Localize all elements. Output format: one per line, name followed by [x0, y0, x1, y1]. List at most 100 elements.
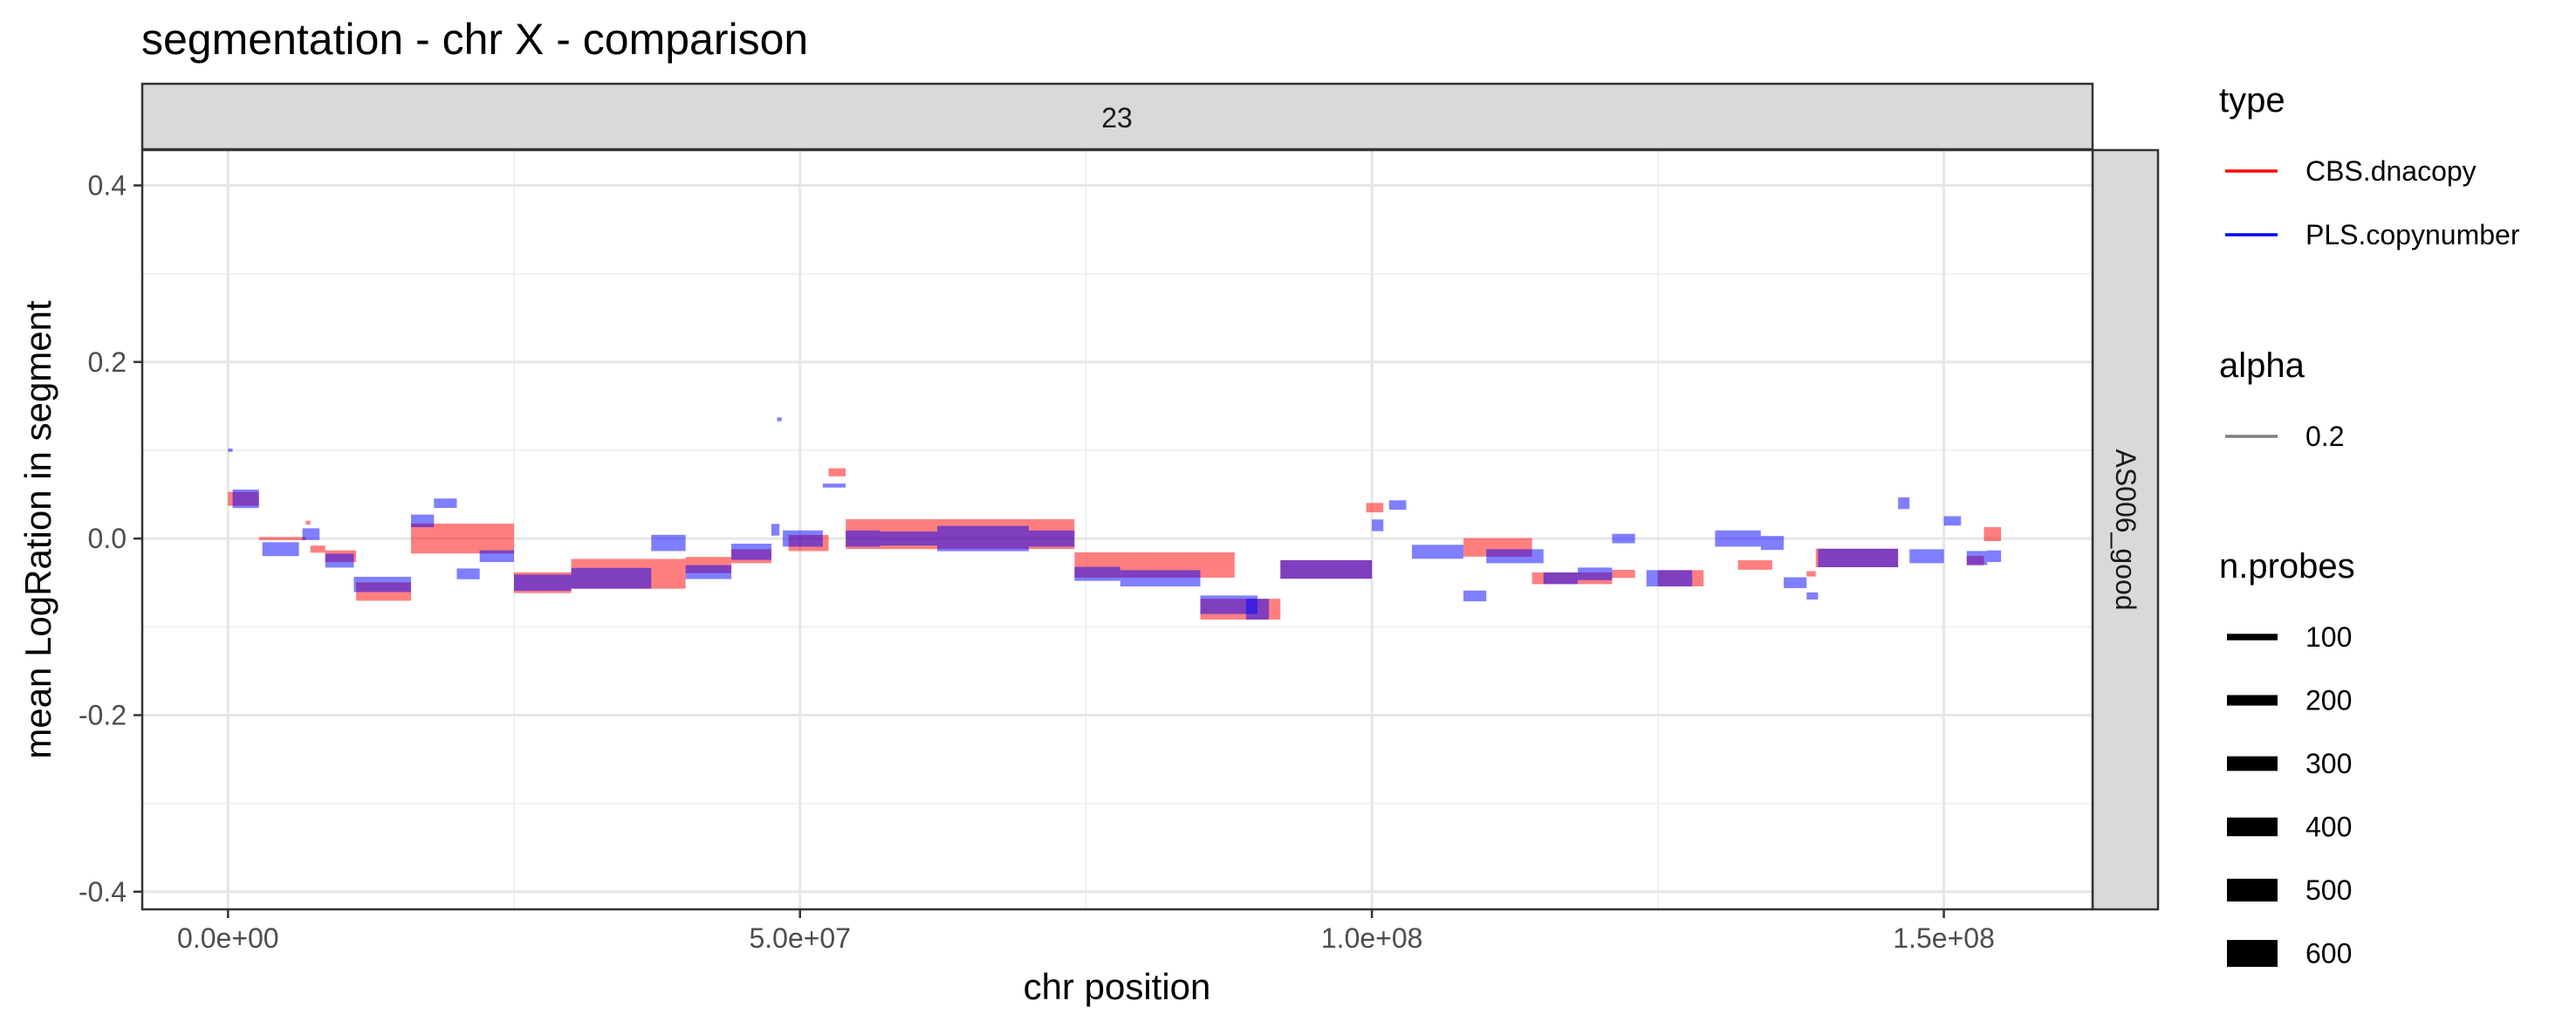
- legend-alpha-label: 0.2: [2305, 421, 2344, 452]
- y-tick-label: 0.2: [88, 346, 127, 378]
- legend-size-label: 100: [2305, 621, 2352, 653]
- legend-size-key: [2227, 878, 2278, 902]
- y-tick-label: 0.0: [88, 523, 127, 554]
- segment: [1486, 549, 1544, 564]
- legend-alpha-entries: 0.2: [2225, 421, 2344, 452]
- segment: [411, 524, 515, 554]
- segment: [1806, 571, 1816, 577]
- segment: [514, 574, 572, 591]
- segment: [1784, 577, 1807, 588]
- facet-strip-right: [2091, 148, 2160, 911]
- segment: [305, 520, 311, 525]
- segment: [1737, 560, 1772, 570]
- series-pls-copynumber: [228, 417, 2002, 620]
- y-tick-label: -0.2: [79, 699, 127, 730]
- segment: [456, 568, 480, 579]
- segment: [1943, 516, 1962, 526]
- segment: [1366, 503, 1384, 513]
- segment: [1987, 550, 2002, 563]
- segment: [1818, 548, 1899, 567]
- legend-size-entries: 100 200 300 400 500 600: [2227, 621, 2352, 970]
- axes: 0.0e+00 5.0e+07 1.0e+08 1.5e+08 -0.4 -0.2 0.0 0…: [79, 169, 1995, 954]
- facet-label-top: 23: [1101, 102, 1133, 134]
- legend-type-label: PLS.copynumber: [2305, 219, 2520, 250]
- segment: [232, 489, 259, 509]
- segment: [822, 483, 846, 488]
- segment: [1245, 599, 1270, 620]
- legend-size-label: 400: [2305, 812, 2352, 843]
- legend-type-label: CBS.dnacopy: [2305, 155, 2477, 187]
- chart-title: segmentation - chr X - comparison: [141, 15, 808, 64]
- segment: [310, 545, 325, 553]
- grid-lines: [142, 150, 2093, 909]
- segment: [1028, 530, 1075, 547]
- legend-size-title: n.probes: [2219, 547, 2355, 586]
- segment: [571, 567, 652, 589]
- legend-size-label: 200: [2305, 685, 2352, 716]
- legend-size-key: [2227, 756, 2278, 771]
- segment: [1909, 549, 1944, 564]
- segment: [1388, 500, 1407, 511]
- segment: [880, 531, 938, 546]
- segment: [651, 534, 686, 552]
- y-tick-label: 0.4: [88, 169, 127, 201]
- legend-alpha-title: alpha: [2219, 346, 2305, 385]
- segment: [411, 514, 435, 528]
- segment: [771, 524, 780, 536]
- segment: [302, 528, 320, 540]
- segment: [1280, 559, 1373, 579]
- segment: [479, 550, 515, 563]
- legend-type-title: type: [2219, 81, 2285, 120]
- segment: [1543, 572, 1579, 585]
- segment: [1412, 545, 1464, 559]
- segment: [1646, 570, 1693, 586]
- facet-label-right: AS006_good: [2110, 449, 2141, 610]
- x-tick-label: 1.5e+08: [1893, 922, 1995, 954]
- segment: [777, 417, 782, 422]
- segment: [228, 449, 233, 452]
- legend-size-label: 600: [2305, 938, 2352, 970]
- segment: [1983, 527, 2002, 542]
- legend-size-key: [2227, 817, 2278, 837]
- legend-size-key: [2227, 634, 2278, 641]
- segment: [783, 530, 823, 547]
- legend-size-key: [2227, 695, 2278, 706]
- panel-border: [140, 148, 2094, 911]
- segment: [1966, 551, 1988, 565]
- segment: [1372, 519, 1384, 531]
- x-tick-label: 5.0e+07: [749, 922, 851, 954]
- segment: [1760, 536, 1785, 551]
- segment: [937, 525, 1029, 552]
- segment: [434, 498, 457, 509]
- x-tick-label: 1.0e+08: [1321, 922, 1423, 954]
- segment: [828, 468, 846, 476]
- segments-layer: [228, 417, 2002, 620]
- facet-strip-top: [140, 82, 2094, 151]
- segment: [258, 537, 306, 540]
- segment: [731, 543, 771, 560]
- segment: [1806, 592, 1819, 600]
- segment: [1612, 533, 1635, 544]
- segment: [1074, 566, 1120, 581]
- x-tick-label: 0.0e+00: [177, 922, 279, 954]
- segment: [1463, 590, 1487, 602]
- segment: [325, 553, 354, 568]
- segment: [685, 565, 732, 579]
- segment: [846, 530, 880, 547]
- segment: [353, 576, 412, 593]
- legend-size-label: 300: [2305, 748, 2352, 779]
- segment: [1200, 595, 1258, 614]
- segment: [1578, 567, 1613, 580]
- y-axis-label: mean LogRation in segment: [17, 300, 58, 759]
- legend: type CBS.dnacopy PLS.copynumber alpha 0.2…: [2219, 81, 2520, 970]
- x-axis-label: chr position: [1024, 966, 1211, 1007]
- legend-type-entries: CBS.dnacopy PLS.copynumber: [2225, 155, 2520, 250]
- y-tick-label: -0.4: [79, 876, 127, 908]
- segment: [1612, 569, 1635, 579]
- legend-size-label: 500: [2305, 874, 2352, 906]
- segment: [1715, 530, 1761, 547]
- legend-size-key: [2227, 940, 2278, 967]
- segment: [262, 542, 299, 557]
